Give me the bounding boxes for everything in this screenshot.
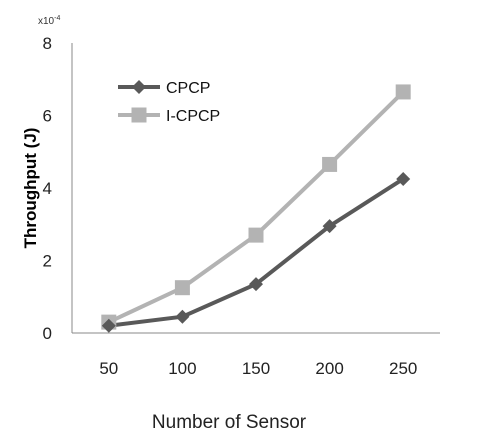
legend-marker-i-cpcp (131, 107, 147, 123)
legend-label-i-cpcp: I-CPCP (166, 108, 220, 125)
data-point-cpcp (322, 219, 337, 234)
data-point-i-cpcp (395, 84, 411, 100)
y-multiplier-label: x10-4 (38, 15, 60, 27)
x-tick-label: 200 (315, 359, 343, 378)
series-markers (101, 84, 411, 333)
y-tick-label: 0 (43, 324, 52, 343)
x-tick-label: 50 (99, 359, 118, 378)
data-point-cpcp (396, 171, 411, 186)
x-tick-labels: 50 100 150 200 250 (99, 359, 417, 378)
y-tick-label: 2 (43, 252, 52, 271)
data-point-cpcp (175, 309, 190, 324)
x-axis-title: Number of Sensor (152, 412, 307, 433)
series-line-cpcp (108, 177, 405, 328)
data-point-i-cpcp (174, 280, 190, 296)
data-point-i-cpcp (322, 156, 338, 172)
data-point-i-cpcp (248, 227, 264, 243)
y-tick-label: 6 (43, 107, 52, 126)
legend-label-cpcp: CPCP (166, 80, 210, 97)
data-point-cpcp (249, 277, 263, 292)
data-point-cpcp (101, 318, 116, 333)
axes (71, 43, 440, 334)
y-tick-label: 4 (43, 179, 52, 198)
legend: CPCP I-CPCP (118, 80, 220, 125)
legend-marker-cpcp (132, 80, 146, 94)
x-tick-label: 100 (168, 359, 196, 378)
x-tick-label: 250 (389, 359, 417, 378)
y-tick-labels: 0 2 4 6 8 (43, 34, 52, 343)
x-tick-label: 150 (242, 359, 270, 378)
y-axis-title: Throughput (J) (21, 128, 40, 249)
y-tick-label: 8 (43, 34, 52, 53)
